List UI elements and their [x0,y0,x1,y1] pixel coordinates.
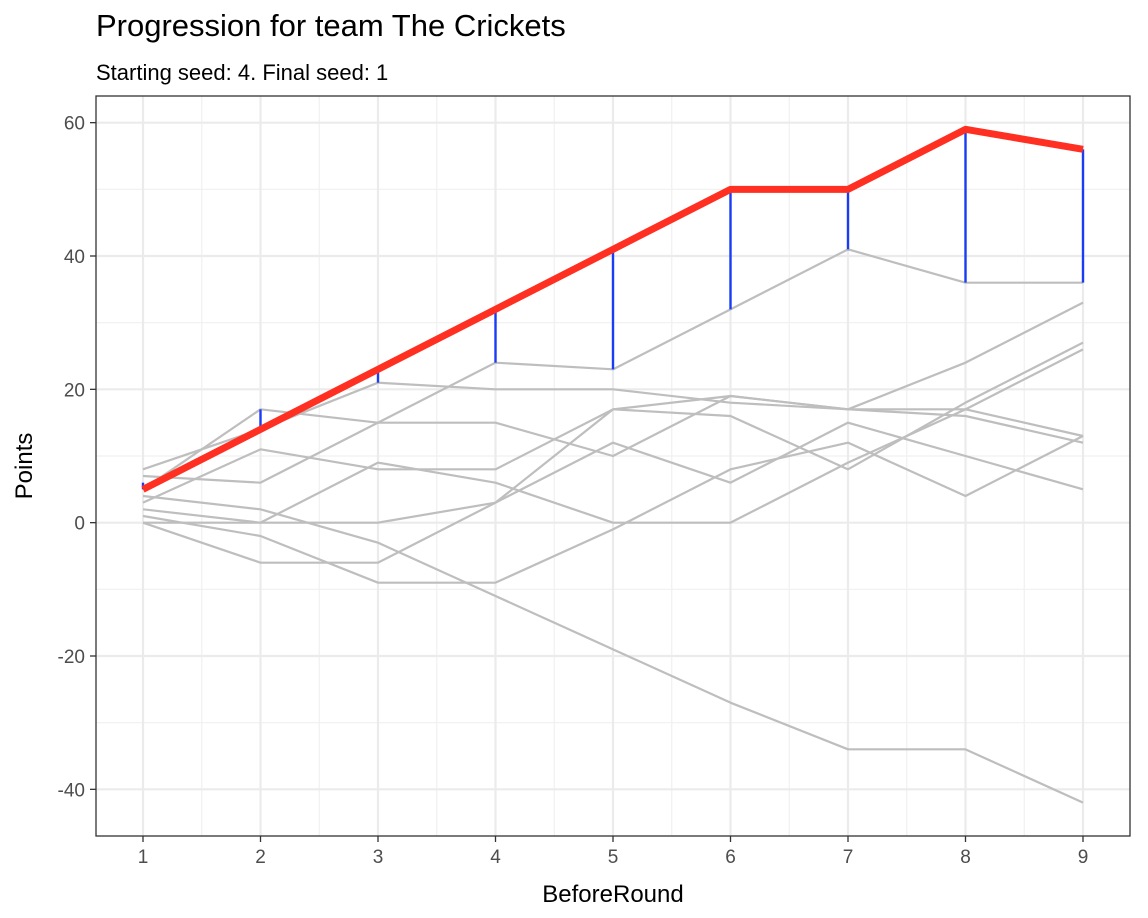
y-tick-label: -40 [58,780,85,801]
x-tick-label: 1 [138,847,149,868]
other-team-line [142,301,1084,484]
other-team-lines [142,248,1084,804]
y-tick-label: 20 [64,380,85,401]
gap-segments [141,129,1085,490]
x-tick-label: 7 [843,847,854,868]
x-axis-title: BeforeRound [542,881,683,908]
chart-title: Progression for team The Crickets [96,8,566,43]
y-tick-label: 60 [64,114,85,135]
highlight-team-line [141,125,1084,493]
other-team-line [142,394,1084,564]
x-axis: 1 2 3 4 5 6 7 8 9 [138,836,1089,868]
x-tick-label: 4 [490,847,501,868]
y-axis-title: Points [11,433,38,500]
y-tick-label: 40 [64,247,85,268]
x-tick-label: 3 [373,847,384,868]
other-team-line [142,421,1084,524]
y-tick-label: -20 [58,647,85,668]
y-tick-label: 0 [74,514,85,535]
gridlines [96,96,1130,836]
x-tick-label: 5 [608,847,619,868]
chart-subtitle: Starting seed: 4. Final seed: 1 [96,60,389,85]
other-team-line [143,348,1084,524]
other-team-line [142,494,1084,804]
x-tick-label: 2 [255,847,266,868]
x-tick-label: 9 [1078,847,1089,868]
y-axis: -40 -20 0 20 40 60 [58,114,96,801]
x-tick-label: 6 [725,847,736,868]
other-team-line [142,435,1084,584]
x-tick-label: 8 [960,847,971,868]
